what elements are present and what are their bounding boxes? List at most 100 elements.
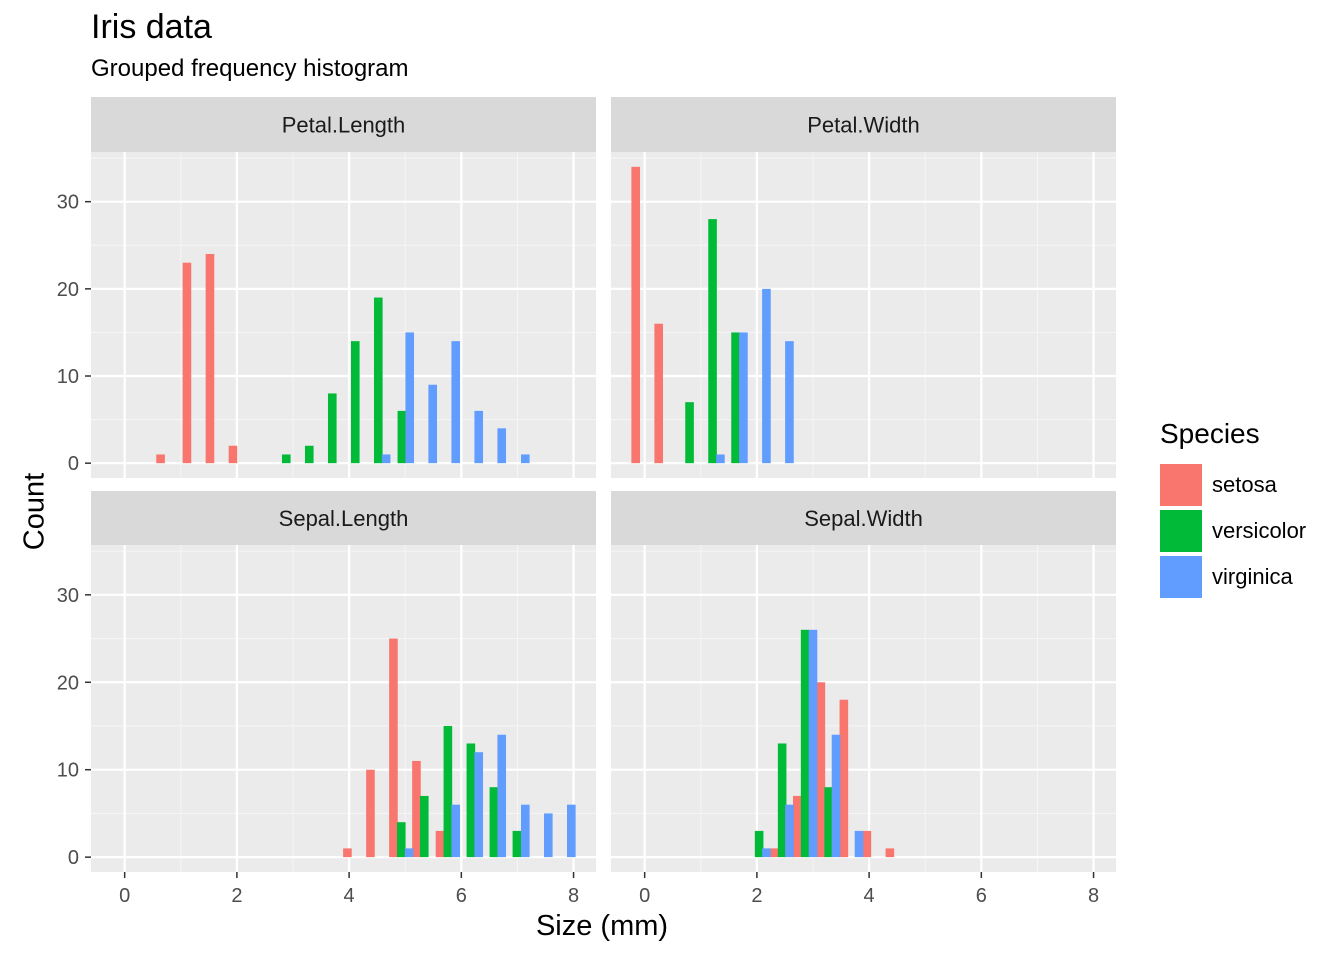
legend: Species setosa versicolor virginica — [1160, 418, 1306, 600]
bar-virginica — [785, 341, 794, 464]
legend-label-virginica: virginica — [1212, 564, 1293, 589]
bar-virginica — [762, 848, 771, 858]
y-tick-label: 0 — [68, 847, 79, 869]
x-tick-label: 8 — [568, 885, 579, 907]
bar-setosa — [228, 445, 238, 464]
bar-versicolor — [373, 297, 383, 464]
x-tick-label: 2 — [751, 885, 762, 907]
bar-virginica — [521, 804, 530, 858]
legend-key-virginica — [1160, 556, 1202, 598]
bar-versicolor — [281, 454, 291, 464]
bar-setosa — [769, 848, 779, 858]
bar-virginica — [497, 428, 507, 464]
bar-virginica — [762, 288, 771, 464]
bar-setosa — [366, 769, 375, 858]
bar-versicolor — [800, 629, 810, 858]
bar-virginica — [451, 341, 461, 464]
facet-label-petal-length: Petal.Length — [282, 113, 406, 138]
y-tick-label: 10 — [57, 366, 79, 388]
bar-versicolor — [731, 332, 740, 464]
bar-virginica — [808, 629, 818, 858]
bar-versicolor — [466, 743, 476, 858]
bar-versicolor — [824, 787, 834, 858]
bar-setosa — [816, 682, 826, 858]
bar-virginica — [474, 410, 484, 464]
bar-versicolor — [443, 725, 453, 858]
bar-virginica — [831, 734, 841, 858]
legend-key-versicolor — [1160, 510, 1202, 552]
panel-background-petal-length — [91, 152, 596, 478]
bar-versicolor — [396, 822, 406, 858]
facet-strip-petal-length — [91, 97, 596, 152]
bar-virginica — [428, 384, 438, 464]
bar-virginica — [567, 804, 576, 858]
bar-virginica — [854, 830, 864, 858]
legend-label-setosa: setosa — [1212, 472, 1277, 497]
x-tick-label: 0 — [119, 885, 130, 907]
y-tick-label: 10 — [57, 760, 79, 782]
bar-virginica — [451, 804, 461, 858]
bar-virginica — [544, 813, 553, 858]
bar-virginica — [474, 752, 484, 858]
facet-label-petal-width: Petal.Width — [807, 113, 920, 138]
bar-setosa — [654, 323, 663, 464]
x-tick-label: 4 — [344, 885, 355, 907]
bar-versicolor — [754, 830, 764, 858]
bar-virginica — [521, 454, 530, 464]
bar-setosa — [412, 760, 421, 858]
bar-versicolor — [397, 410, 407, 464]
legend-title: Species — [1160, 418, 1260, 449]
chart-title: Iris data — [91, 8, 212, 46]
x-tick-label: 6 — [456, 885, 467, 907]
bar-virginica — [404, 848, 414, 858]
bar-setosa — [839, 699, 849, 858]
x-tick-label: 0 — [639, 885, 650, 907]
bar-versicolor — [708, 219, 717, 464]
bar-virginica — [497, 734, 507, 858]
chart-subtitle: Grouped frequency histogram — [91, 55, 409, 82]
y-tick-label: 0 — [68, 453, 79, 475]
x-tick-label: 8 — [1088, 885, 1099, 907]
bar-setosa — [182, 262, 192, 464]
legend-item-virginica: virginica — [1160, 554, 1306, 600]
y-tick-label: 30 — [57, 585, 79, 607]
x-tick-label: 4 — [864, 885, 875, 907]
bar-versicolor — [512, 830, 522, 858]
x-tick-label: 6 — [976, 885, 987, 907]
bar-virginica — [739, 332, 748, 464]
bar-versicolor — [489, 787, 499, 858]
facet-label-sepal-width: Sepal.Width — [804, 506, 923, 531]
bar-versicolor — [304, 445, 314, 464]
facet-strip-sepal-length — [91, 491, 596, 545]
legend-item-versicolor: versicolor — [1160, 508, 1306, 554]
bar-setosa — [862, 830, 872, 858]
bar-virginica — [405, 332, 415, 464]
bar-versicolor — [420, 795, 429, 858]
bar-virginica — [716, 454, 725, 464]
bar-setosa — [885, 848, 895, 858]
bar-setosa — [631, 166, 640, 464]
bar-setosa — [205, 253, 215, 464]
bar-versicolor — [685, 402, 694, 464]
bar-versicolor — [777, 743, 787, 858]
y-tick-label: 20 — [57, 279, 79, 301]
legend-key-setosa — [1160, 464, 1202, 506]
bar-setosa — [435, 830, 445, 858]
y-tick-label: 30 — [57, 192, 79, 214]
bar-setosa — [389, 638, 398, 858]
facet-strip-sepal-width — [611, 491, 1116, 545]
bar-virginica — [785, 804, 794, 858]
legend-item-setosa: setosa — [1160, 462, 1306, 508]
y-tick-label: 20 — [57, 672, 79, 694]
bar-setosa — [792, 795, 802, 858]
legend-label-versicolor: versicolor — [1212, 518, 1307, 543]
panel-background-sepal-length — [91, 545, 596, 872]
panel-background-sepal-width — [611, 545, 1116, 872]
x-axis-label: Size (mm) — [535, 910, 669, 942]
panel-background-petal-width — [611, 152, 1116, 478]
bar-versicolor — [327, 393, 337, 464]
bar-setosa — [156, 454, 165, 464]
y-axis-label: Count — [18, 472, 51, 551]
bar-setosa — [343, 848, 352, 858]
